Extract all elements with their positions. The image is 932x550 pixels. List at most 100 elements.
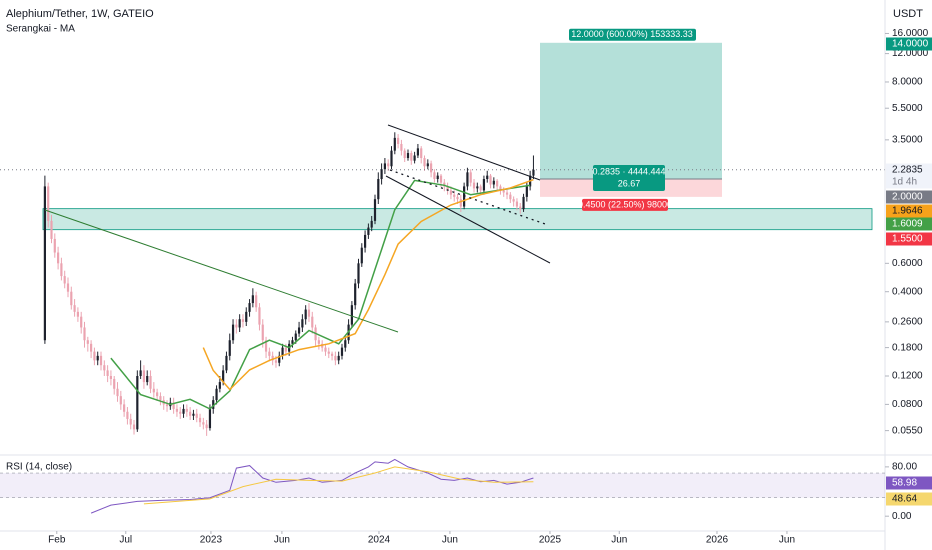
candle-body <box>291 340 294 344</box>
x-tick-label: Jun <box>274 535 290 546</box>
price-badge-label: 2.0000 <box>892 192 923 203</box>
candle-body <box>99 355 103 366</box>
candle-body <box>53 238 56 253</box>
candle-body <box>96 355 99 361</box>
candle-body <box>367 227 370 235</box>
candle-body <box>532 169 535 176</box>
price-badge <box>886 204 932 218</box>
rsi-ma <box>143 466 534 505</box>
candle-body <box>185 408 188 412</box>
candle-body <box>255 295 258 308</box>
x-tick-label: 2023 <box>200 535 223 546</box>
x-tick-label: 2026 <box>706 535 729 546</box>
candle-body <box>264 340 268 352</box>
rsi-title: RSI (14, close) <box>6 462 72 473</box>
candle-body <box>357 263 360 284</box>
candle-body <box>198 417 202 423</box>
candle-body <box>416 148 420 156</box>
candle-body <box>297 327 301 334</box>
y-tick-label: 12.0000 <box>892 48 929 59</box>
candle-body <box>330 353 334 356</box>
candle-body <box>278 355 281 363</box>
candle-body <box>132 424 136 430</box>
candle-body <box>245 311 248 322</box>
y-tick-label: 16.0000 <box>892 28 929 39</box>
candle-body <box>231 324 235 341</box>
price-badge <box>886 190 932 204</box>
candle-body <box>119 396 122 405</box>
currency-label: USDT <box>893 8 923 20</box>
y-tick-label: 3.5000 <box>892 134 923 145</box>
rsi-tick-label: 0.00 <box>892 511 912 522</box>
candle-body <box>393 137 396 151</box>
candle-body <box>459 199 462 207</box>
candle-body <box>423 158 426 167</box>
y-tick-label: 0.1200 <box>892 371 923 382</box>
candle-body <box>192 413 195 416</box>
candle-body <box>195 413 198 418</box>
candle-body <box>218 382 221 389</box>
candle-body <box>327 351 330 354</box>
candle-body <box>258 307 261 325</box>
candle-body <box>56 252 60 264</box>
candle-body <box>370 220 373 228</box>
x-tick-label: Jun <box>611 535 627 546</box>
chart-title: Alephium/Tether, 1W, GATEIO <box>6 8 154 20</box>
trend-line <box>44 209 399 333</box>
candle-body <box>274 360 278 363</box>
moving-average <box>110 179 531 410</box>
candle-body <box>466 172 469 187</box>
rsi-tick-label: 80.00 <box>892 462 917 473</box>
candle-body <box>363 234 367 248</box>
candle-body <box>109 375 113 379</box>
x-tick-label: 2024 <box>368 535 391 546</box>
price-badge-label: 1.6009 <box>892 219 923 230</box>
candle-body <box>208 408 212 429</box>
candle-body <box>241 319 245 322</box>
price-badge <box>886 232 932 246</box>
candle-body <box>307 309 311 317</box>
candle-body <box>413 155 416 161</box>
candle-body <box>522 196 525 210</box>
candle-body <box>406 153 410 159</box>
candle-body <box>142 370 146 383</box>
candle-body <box>400 143 403 151</box>
candle-body <box>43 186 46 341</box>
candle-body <box>502 190 505 193</box>
candle-body <box>76 311 80 317</box>
candle-body <box>340 347 344 356</box>
candle-body <box>499 186 502 191</box>
rsi-line <box>90 458 534 514</box>
candle-body <box>172 402 175 409</box>
candle-body <box>261 324 264 341</box>
moving-average <box>202 178 534 391</box>
candle-body <box>60 263 63 277</box>
candle-body <box>443 182 446 187</box>
candle-body <box>420 148 423 159</box>
candle-body <box>350 305 353 325</box>
x-tick-label: Jul <box>119 535 132 546</box>
candle-body <box>47 186 50 221</box>
candle-body <box>436 175 439 180</box>
candle-body <box>159 396 162 401</box>
rsi-badge-label: 48.64 <box>892 494 917 505</box>
candle-body <box>222 370 225 383</box>
candle-body <box>284 347 287 352</box>
candle-body <box>205 424 208 429</box>
candle-body <box>410 153 413 161</box>
stop-label: 0.4500 (22.50%) 98000 <box>578 199 672 209</box>
candle-body <box>80 316 83 328</box>
candle-body <box>116 388 119 397</box>
channel-upper <box>387 124 541 181</box>
candle-body <box>63 276 66 284</box>
price-badge-label: 2.2835 <box>892 165 923 176</box>
candle-body <box>344 340 347 348</box>
candle-body <box>397 137 400 144</box>
support-zone <box>42 208 873 231</box>
plot-area <box>0 42 885 436</box>
y-tick-label: 0.1800 <box>892 342 923 353</box>
candle-body <box>509 194 512 200</box>
candle-body <box>126 411 129 419</box>
candle-body <box>433 172 436 180</box>
